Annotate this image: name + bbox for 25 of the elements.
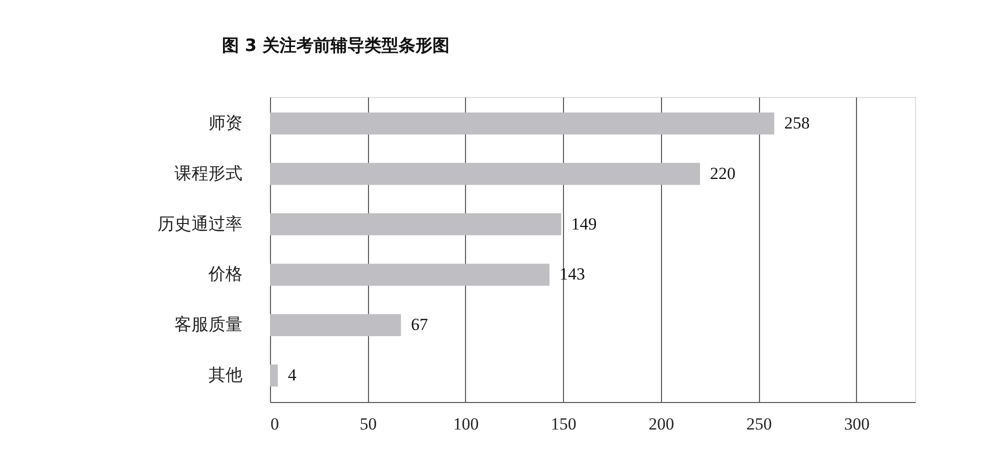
x-tick-label: 100 bbox=[453, 414, 479, 434]
x-tick-label: 200 bbox=[648, 414, 674, 434]
bar bbox=[270, 112, 774, 134]
x-tick-label: 50 bbox=[360, 414, 377, 434]
y-tick-label: 价格 bbox=[208, 264, 242, 284]
x-tick-label: 150 bbox=[550, 414, 576, 434]
x-tick-label: 0 bbox=[270, 414, 279, 434]
bar bbox=[270, 314, 401, 336]
bar bbox=[270, 213, 562, 236]
x-tick-label: 300 bbox=[844, 414, 870, 434]
bar bbox=[270, 264, 550, 286]
bar bbox=[270, 162, 700, 185]
data-label: 149 bbox=[571, 214, 597, 234]
bar bbox=[270, 364, 278, 387]
y-tick-label: 其他 bbox=[208, 366, 242, 385]
data-label: 4 bbox=[288, 366, 297, 385]
data-label: 67 bbox=[410, 315, 428, 334]
data-label: 258 bbox=[784, 113, 810, 132]
data-label: 220 bbox=[710, 164, 736, 183]
x-tick-label: 250 bbox=[746, 414, 772, 434]
chart-title: 图 3 关注考前辅导类型条形图 bbox=[222, 36, 450, 56]
y-tick-label: 历史通过率 bbox=[158, 214, 242, 234]
y-tick-label: 客服质量 bbox=[174, 315, 242, 334]
y-tick-label: 课程形式 bbox=[174, 164, 242, 183]
y-tick-label: 师资 bbox=[208, 113, 242, 132]
